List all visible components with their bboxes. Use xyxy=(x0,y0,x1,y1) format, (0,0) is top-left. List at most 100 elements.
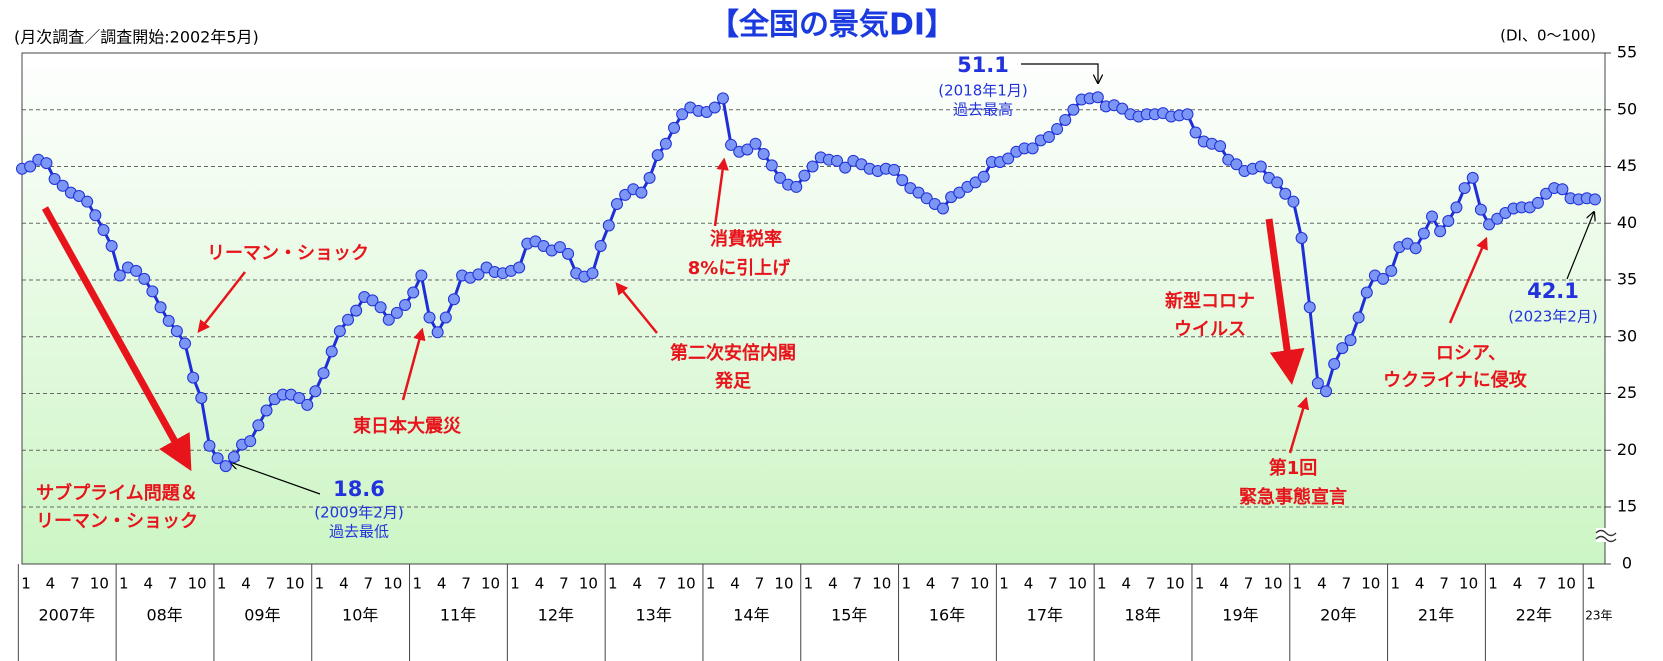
annotation: 過去最高 xyxy=(953,101,1013,119)
x-tick-label: 10 xyxy=(774,575,793,593)
y-tick-label: 0 xyxy=(1622,554,1632,573)
y-tick-label: 55 xyxy=(1617,43,1637,62)
data-point xyxy=(1385,264,1398,277)
data-point xyxy=(382,313,395,326)
data-point xyxy=(293,392,306,405)
x-tick-label: 10 xyxy=(872,575,891,593)
data-point xyxy=(1377,272,1390,285)
data-point xyxy=(154,301,167,314)
data-point xyxy=(1425,210,1438,223)
x-tick-label: 7 xyxy=(1244,575,1254,593)
data-point xyxy=(586,267,599,280)
annotation: ロシア、 xyxy=(1436,343,1506,364)
data-point xyxy=(73,190,86,203)
year-label: 22年 xyxy=(1516,606,1552,625)
annotation: 過去最低 xyxy=(329,523,389,541)
x-tick-label: 1 xyxy=(999,575,1009,593)
data-point xyxy=(513,261,526,274)
x-tick-label: 4 xyxy=(1317,575,1327,593)
x-tick-label: 7 xyxy=(559,575,569,593)
x-tick-label: 1 xyxy=(1195,575,1205,593)
data-point xyxy=(969,176,982,189)
y-tick-label: 50 xyxy=(1617,99,1637,118)
data-point xyxy=(725,138,738,151)
annotation: 18.6 xyxy=(333,477,385,501)
x-tick-label: 1 xyxy=(315,575,325,593)
data-point xyxy=(325,345,338,358)
x-tick-label: 4 xyxy=(437,575,447,593)
data-point xyxy=(1311,377,1324,390)
year-label: 2007年 xyxy=(38,606,95,625)
x-tick-label: 10 xyxy=(579,575,598,593)
arrow xyxy=(1448,236,1488,324)
x-tick-label: 7 xyxy=(950,575,960,593)
data-point xyxy=(936,202,949,215)
x-tick-label: 7 xyxy=(1048,575,1058,593)
data-point xyxy=(741,143,754,156)
year-label: 18年 xyxy=(1124,606,1160,625)
x-tick-label: 7 xyxy=(1439,575,1449,593)
data-point xyxy=(1002,152,1015,165)
x-tick-label: 1 xyxy=(510,575,520,593)
x-tick-label: 7 xyxy=(1146,575,1156,593)
data-point xyxy=(749,137,762,150)
data-point xyxy=(1116,102,1129,115)
x-tick-label: 1 xyxy=(119,575,129,593)
data-point xyxy=(170,325,183,338)
y-tick-label: 25 xyxy=(1617,383,1637,402)
annotation: (2009年2月) xyxy=(314,504,403,522)
data-point xyxy=(342,313,355,326)
data-point xyxy=(1531,196,1544,209)
y-tick-label: 15 xyxy=(1617,497,1637,516)
annotation: 第二次安倍内閣 xyxy=(670,342,796,364)
data-point xyxy=(1214,140,1227,153)
data-point xyxy=(1556,183,1569,196)
data-point xyxy=(97,224,110,237)
year-label: 14年 xyxy=(733,606,769,625)
arrow xyxy=(230,462,321,495)
year-label: 08年 xyxy=(146,606,182,625)
data-point xyxy=(399,298,412,311)
x-tick-label: 1 xyxy=(1293,575,1303,593)
data-point xyxy=(1466,171,1479,184)
x-tick-label: 4 xyxy=(632,575,642,593)
annotation: サブプライム問題＆ xyxy=(36,482,198,504)
data-point xyxy=(888,163,901,176)
data-point xyxy=(309,385,322,398)
data-point xyxy=(1589,193,1601,206)
x-tick-label: 10 xyxy=(1459,575,1478,593)
data-point xyxy=(431,326,444,339)
data-point xyxy=(1491,212,1504,225)
x-tick-label: 10 xyxy=(1068,575,1087,593)
data-point xyxy=(423,311,436,324)
x-tick-label: 4 xyxy=(535,575,545,593)
data-point xyxy=(472,268,485,281)
x-tick-label: 7 xyxy=(266,575,276,593)
x-tick-label: 1 xyxy=(1586,575,1596,593)
x-tick-label: 1 xyxy=(21,575,31,593)
plot-area xyxy=(22,53,1605,564)
x-tick-label: 1 xyxy=(1390,575,1400,593)
data-point xyxy=(1360,286,1373,299)
annotation: 42.1 xyxy=(1527,279,1579,303)
y-axis-label: (DI、0〜100) xyxy=(1500,27,1596,45)
data-point xyxy=(203,439,216,452)
data-point xyxy=(40,157,53,170)
data-point xyxy=(138,272,151,285)
data-point xyxy=(806,160,819,173)
data-point xyxy=(162,314,175,327)
x-tick-label: 7 xyxy=(1342,575,1352,593)
arrow xyxy=(1265,218,1305,385)
data-point xyxy=(390,306,403,319)
data-point xyxy=(708,101,721,114)
annotation: 51.1 xyxy=(957,53,1009,77)
x-tick-label: 10 xyxy=(1263,575,1282,593)
annotation: 発足 xyxy=(714,370,751,392)
data-point xyxy=(1540,187,1553,200)
annotation: ウイルス xyxy=(1174,319,1246,340)
x-tick-label: 7 xyxy=(755,575,765,593)
data-point xyxy=(839,161,852,174)
annotation: リーマン・ショック xyxy=(36,511,198,532)
data-point xyxy=(219,460,232,473)
